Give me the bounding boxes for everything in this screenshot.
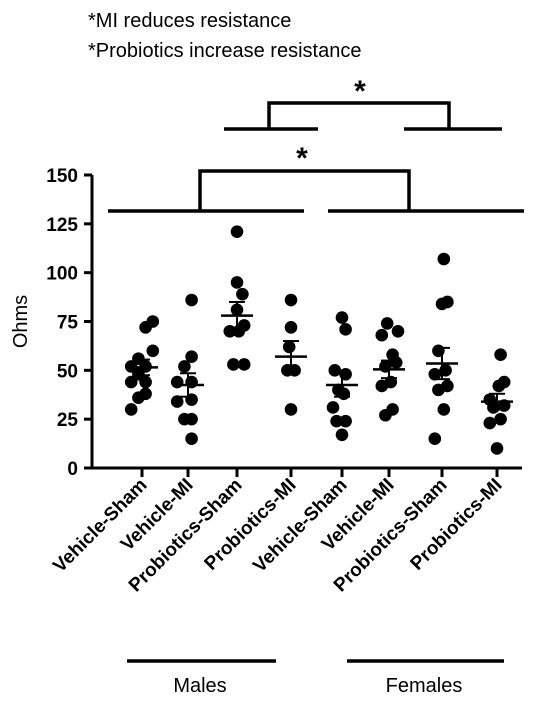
data-point-8-2 [483,416,497,430]
y-axis-label: Ohms [10,295,32,348]
data-point-2-8 [178,360,191,373]
data-point-5-9 [339,323,352,336]
bracket-sex-comparison [198,169,411,211]
y-tick-label-150: 150 [46,166,78,187]
data-point-3-9 [230,225,244,238]
data-point-2-3 [185,412,198,426]
data-point-1-3 [139,387,152,401]
data-point-4-5 [284,321,298,334]
data-point-7-2 [437,403,451,416]
data-point-6-8 [375,328,389,342]
data-point-5-2 [330,414,343,428]
data-point-2-4 [170,395,184,408]
note-probiotics-increase: *Probiotics increase resistance [88,40,362,62]
data-point-1-1 [124,403,138,416]
data-point-6-10 [380,317,394,330]
y-tick-label-125: 125 [46,215,78,236]
data-point-8-9 [494,348,507,362]
y-tick-label-0: 0 [67,459,78,480]
note-mi-reduces: *MI reduces resistance [88,10,292,32]
data-point-8-6 [483,393,497,406]
data-point-6-2 [386,403,399,416]
data-point-7-10 [437,252,451,266]
data-point-8-1 [490,442,504,455]
significance-star-sex: * [296,142,308,175]
y-tick-label-100: 100 [46,264,78,285]
data-point-5-1 [335,428,349,442]
data-point-8-3 [494,412,507,426]
y-tick-label-50: 50 [57,361,78,382]
y-tick-label-75: 75 [57,313,79,334]
data-point-7-5 [428,367,442,381]
data-point-5-10 [335,311,349,324]
data-point-7-1 [428,432,442,446]
data-point-2-9 [185,350,198,363]
data-point-7-4 [441,379,454,393]
data-point-7-9 [441,295,454,309]
data-point-2-10 [185,293,198,307]
data-point-3-1 [227,358,240,371]
data-point-5-3 [339,414,352,428]
annotation-notes: *MI reduces resistance *Probiotics incre… [88,6,361,66]
data-point-6-9 [391,324,405,338]
data-point-2-1 [185,432,198,446]
data-point-4-6 [284,293,298,307]
data-point-4-4 [282,340,296,354]
group-label-males: Males [173,675,226,697]
data-point-3-3 [223,324,237,338]
data-point-2-6 [170,375,184,389]
significance-star-treatment: * [354,75,366,108]
y-tick-label-25: 25 [57,410,79,431]
group-label-females: Females [386,675,463,697]
data-point-8-8 [497,375,511,389]
data-point-3-7 [236,287,249,301]
bracket-treatment-comparison [267,101,451,129]
data-point-1-10 [146,344,160,358]
data-point-3-2 [237,358,251,371]
data-point-3-8 [230,276,244,289]
data-point-4-1 [284,403,298,416]
data-point-5-8 [328,364,342,377]
data-point-5-4 [326,401,340,414]
data-point-6-7 [386,348,399,362]
data-point-1-12 [146,315,160,328]
